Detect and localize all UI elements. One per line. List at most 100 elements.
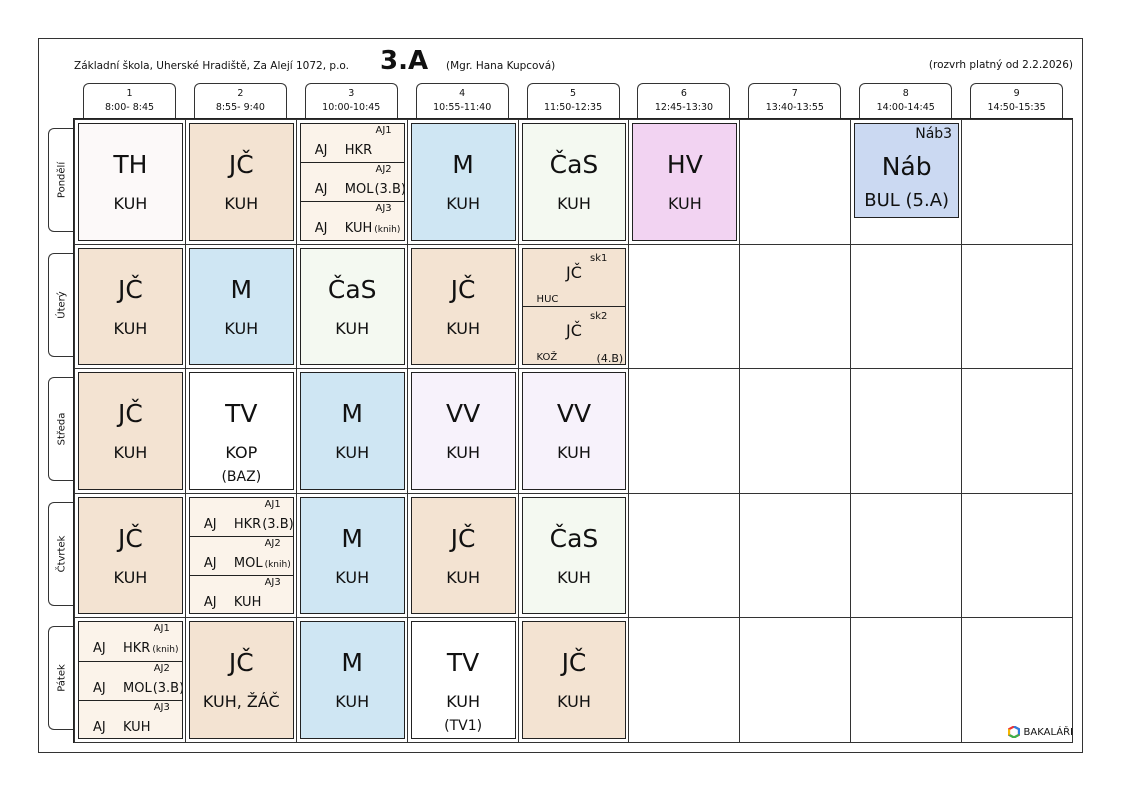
- timetable-cell: AJ1 AJ HKR (knih) AJ2 AJ MOL(3.B) AJ3 AJ KUH: [74, 617, 186, 743]
- subject: JČ: [118, 274, 143, 304]
- subject: JČ: [228, 150, 254, 179]
- lesson-block[interactable]: AJ1 AJ HKR AJ2 AJ MOL(3.B) AJ3 AJ KUH (knih): [299, 123, 405, 241]
- day-name: Středa: [56, 412, 67, 446]
- period-header: 9 14:50-15:35: [970, 83, 1064, 118]
- lesson-group: AJ1 AJ HKR(3.B): [189, 498, 293, 537]
- timetable-cell: TV KUH (TV1): [406, 617, 519, 743]
- lesson-block[interactable]: M KUH: [188, 247, 294, 366]
- subject: M: [341, 399, 363, 429]
- lesson-group: AJ2 AJ MOL (knih): [189, 537, 293, 577]
- teacher-code: KUH: [233, 595, 262, 611]
- group-name: sk2: [590, 311, 608, 323]
- subject: ČaS: [327, 274, 377, 304]
- lesson-block[interactable]: M KUH: [299, 496, 405, 615]
- teacher: KUH: [667, 194, 702, 213]
- timetable-cell: M KUH: [184, 243, 297, 370]
- lesson-block[interactable]: JČ KUH: [78, 372, 183, 490]
- teacher: MOL(3.B): [123, 681, 182, 696]
- period-time: 8:00- 8:45: [104, 102, 155, 113]
- lesson-block[interactable]: JČ KUH: [78, 496, 183, 615]
- class-note: (4.B): [596, 352, 624, 366]
- timetable-cell: JČ KUH, ŽÁČ: [184, 617, 297, 743]
- lesson-group: AJ2 AJ MOL(3.B): [300, 163, 405, 203]
- teacher: KUH: [446, 194, 480, 213]
- subject: JČ: [566, 321, 582, 341]
- lesson-group: sk1 JČ HUC: [522, 249, 626, 308]
- timetable-cell: [850, 368, 963, 494]
- lesson-block[interactable]: JČ KUH: [410, 247, 516, 366]
- timetable-cell: ČaS KUH: [517, 119, 630, 245]
- timetable-cell: M KUH: [295, 617, 408, 743]
- lesson-block[interactable]: JČ KUH: [188, 123, 294, 241]
- lesson-block[interactable]: M KUH: [299, 372, 405, 490]
- teacher: KUH: [557, 194, 591, 213]
- teacher: KUH: [123, 720, 150, 735]
- teacher-code: HKR: [123, 641, 151, 657]
- teacher: HUC: [536, 293, 559, 305]
- timetable-cell: JČ KUH: [74, 492, 186, 619]
- room: (TV1): [444, 718, 483, 735]
- timetable-cell: M KUH: [406, 119, 519, 245]
- timetable-cell: [739, 368, 852, 494]
- lesson-block[interactable]: ČaS KUH: [299, 247, 405, 366]
- day-label-1: Úterý: [48, 252, 74, 357]
- lesson-block[interactable]: TH KUH: [78, 123, 183, 241]
- timetable-cell: [739, 492, 852, 619]
- teacher: HKR(3.B): [234, 517, 293, 532]
- lesson-block[interactable]: Náb3 Náb BUL (5.A): [854, 123, 960, 218]
- subject: JČ: [561, 648, 587, 678]
- period-header: 1 8:00- 8:45: [83, 83, 176, 118]
- lesson-block[interactable]: AJ1 AJ HKR (knih) AJ2 AJ MOL(3.B) AJ3 AJ KUH: [78, 621, 183, 739]
- timetable-cell: sk1 JČ HUC sk2 JČ KOŽ (4.B): [517, 243, 630, 370]
- lesson-group: AJ1 AJ HKR: [300, 124, 404, 164]
- timetable-cell: M KUH: [295, 492, 408, 619]
- subject: JČ: [566, 262, 582, 282]
- lesson-block[interactable]: sk1 JČ HUC sk2 JČ KOŽ (4.B): [521, 247, 627, 366]
- room-note: (knih): [374, 225, 401, 236]
- lesson-block[interactable]: AJ1 AJ HKR(3.B) AJ2 AJ MOL (knih) AJ3 AJ KUH: [188, 496, 294, 615]
- subject: AJ: [93, 680, 106, 696]
- timetable-cell: [850, 492, 963, 619]
- teacher: KUH: [113, 194, 148, 213]
- timetable-cell: Náb3 Náb BUL (5.A): [850, 119, 963, 245]
- lesson-block[interactable]: ČaS KUH: [521, 496, 627, 615]
- timetable-cell: JČ KUH: [517, 617, 630, 743]
- lesson-block[interactable]: ČaS KUH: [521, 123, 627, 241]
- lesson-block[interactable]: M KUH: [299, 621, 405, 739]
- subject: AJ: [203, 516, 217, 532]
- period-number: 1: [126, 88, 133, 99]
- timetable-cell: [739, 243, 852, 370]
- period-header: 6 12:45-13:30: [637, 83, 731, 118]
- lesson-block[interactable]: JČ KUH, ŽÁČ: [188, 621, 294, 739]
- lesson-group: sk2 JČ KOŽ (4.B): [523, 307, 626, 366]
- lesson-block[interactable]: TV KUH (TV1): [410, 621, 516, 739]
- room-note: (3.B): [374, 182, 405, 198]
- timetable-cell: VV KUH: [517, 368, 630, 494]
- period-header: 5 11:50-12:35: [526, 83, 620, 118]
- lesson-block[interactable]: VV KUH: [410, 372, 516, 490]
- day-name: Úterý: [56, 290, 67, 319]
- day-name: Čtvrtek: [56, 535, 67, 573]
- timetable-cell: [628, 617, 741, 743]
- group-name: AJ2: [375, 164, 392, 176]
- lesson-group: AJ3 AJ KUH: [190, 576, 293, 613]
- lesson-block[interactable]: VV KUH: [521, 372, 627, 490]
- subject: JČ: [118, 523, 143, 553]
- lesson-block[interactable]: HV KUH: [632, 123, 738, 241]
- subject: TV: [225, 399, 258, 429]
- group-name: Náb3: [915, 126, 953, 142]
- school-name: Základní škola, Uherské Hradiště, Za Ale…: [74, 60, 349, 72]
- lesson-block[interactable]: TV KOP (BAZ): [188, 372, 294, 490]
- timetable-cell: HV KUH: [628, 119, 741, 245]
- teacher-code: KUH: [123, 719, 151, 735]
- subject: TV: [446, 648, 480, 678]
- lesson-block[interactable]: JČ KUH: [410, 496, 516, 615]
- timetable-cell: [739, 119, 852, 245]
- timetable-cell: [961, 243, 1073, 370]
- lesson-block[interactable]: JČ KUH: [78, 247, 183, 366]
- subject: AJ: [93, 641, 106, 657]
- lesson-block[interactable]: JČ KUH: [521, 621, 627, 739]
- teacher: KUH: [113, 443, 148, 463]
- lesson-block[interactable]: M KUH: [410, 123, 516, 241]
- period-header: 2 8:55- 9:40: [193, 83, 287, 118]
